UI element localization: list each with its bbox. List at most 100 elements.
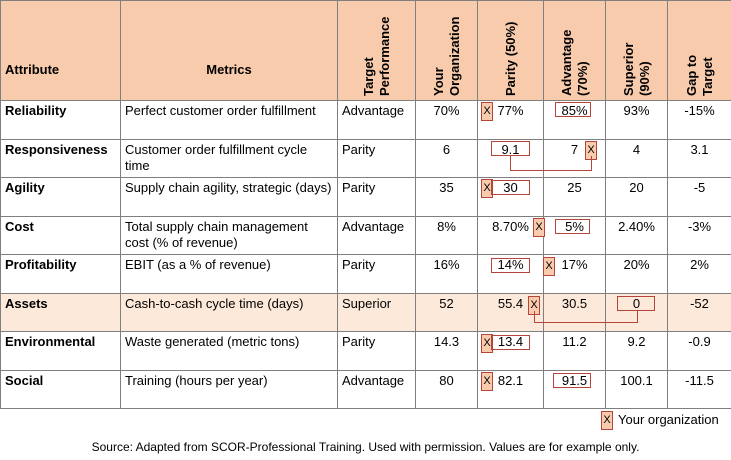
value-cell: 85% xyxy=(543,100,606,140)
header-row: Attribute Metrics Target Performance Your O… xyxy=(0,0,731,101)
your-org-marker: X xyxy=(481,372,493,391)
value-cell: 11.2 xyxy=(543,331,606,371)
target-box xyxy=(491,141,530,156)
target-box xyxy=(491,258,530,273)
column-header: Advantage (70%) xyxy=(558,29,590,96)
value-cell: 20% xyxy=(605,254,668,294)
attribute-cell: Reliability xyxy=(0,100,121,140)
table-row: Agility Supply chain agility, strategic (… xyxy=(0,177,731,217)
column-header: Parity (50%) xyxy=(502,21,518,96)
value-cell: 0 xyxy=(605,292,668,332)
column-header: Superior (90%) xyxy=(620,42,652,96)
metric-cell: Waste generated (metric tons) xyxy=(120,331,338,371)
target-box xyxy=(555,219,590,234)
benchmark-table: Attribute Metrics Target Performance Your O… xyxy=(0,0,731,409)
value-cell: Advantage xyxy=(337,369,416,409)
value-cell: 93% xyxy=(605,100,668,140)
value-cell: -15% xyxy=(667,100,731,140)
table-body: Reliability Perfect customer order fulfil… xyxy=(0,100,731,409)
value-cell: -0.9 xyxy=(667,331,731,371)
metric-cell: Training (hours per year) xyxy=(120,369,338,409)
column-header-cell: Target Performance xyxy=(337,0,416,101)
table-row: Responsiveness Customer order fulfillment… xyxy=(0,138,731,178)
value-cell: 16% xyxy=(415,254,478,294)
table-row: Profitability EBIT (as a % of revenue) Par… xyxy=(0,254,731,294)
legend-marker: X xyxy=(601,411,613,430)
column-header: Your Organization xyxy=(430,16,462,96)
value-cell: Parity xyxy=(337,331,416,371)
value-cell: Superior xyxy=(337,292,416,332)
source-note: Source: Adapted from SCOR-Professional T… xyxy=(91,440,640,454)
value-cell: 20 xyxy=(605,177,668,217)
value-cell: Advantage xyxy=(337,100,416,140)
value-cell: 8% xyxy=(415,215,478,255)
connector xyxy=(510,156,592,171)
value-cell: Advantage xyxy=(337,215,416,255)
value-cell: Parity xyxy=(337,254,416,294)
value-cell: 80 xyxy=(415,369,478,409)
value-cell: 3.1 xyxy=(667,138,731,178)
table-row: Cost Total supply chain management cost (… xyxy=(0,215,731,255)
column-header-cell: Advantage (70%) xyxy=(543,0,606,101)
attribute-cell: Social xyxy=(0,369,121,409)
value-cell: 9.2 xyxy=(605,331,668,371)
target-box xyxy=(617,296,655,311)
column-header: Attribute xyxy=(0,0,121,101)
metric-cell: Perfect customer order fulfillment xyxy=(120,100,338,140)
value-cell: -11.5 xyxy=(667,369,731,409)
column-header: Metrics xyxy=(120,0,338,101)
metric-cell: EBIT (as a % of revenue) xyxy=(120,254,338,294)
value-cell: 52 xyxy=(415,292,478,332)
your-org-marker: X xyxy=(533,218,545,237)
your-org-marker: X xyxy=(481,102,493,121)
value-cell: 25 xyxy=(543,177,606,217)
column-header-cell: Gap to Target xyxy=(667,0,731,101)
table-row: Social Training (hours per year) Advantage… xyxy=(0,369,731,409)
column-header: Gap to Target xyxy=(683,54,715,96)
target-box xyxy=(491,180,530,195)
attribute-cell: Responsiveness xyxy=(0,138,121,178)
your-org-marker: X xyxy=(543,257,555,276)
column-header: Target Performance xyxy=(360,16,392,96)
value-cell: 4 xyxy=(605,138,668,178)
value-cell: -5 xyxy=(667,177,731,217)
value-cell: 5% xyxy=(543,215,606,255)
metric-cell: Supply chain agility, strategic (days) xyxy=(120,177,338,217)
column-header-cell: Parity (50%) xyxy=(477,0,544,101)
value-cell: 8.70% xyxy=(477,215,544,255)
column-header-cell: Your Organization xyxy=(415,0,478,101)
value-cell: 70% xyxy=(415,100,478,140)
attribute-cell: Environmental xyxy=(0,331,121,371)
attribute-cell: Profitability xyxy=(0,254,121,294)
your-org-marker: X xyxy=(481,179,493,198)
table-row: Environmental Waste generated (metric ton… xyxy=(0,331,731,371)
target-box xyxy=(491,335,530,350)
value-cell: -52 xyxy=(667,292,731,332)
value-cell: Parity xyxy=(337,138,416,178)
your-org-marker: X xyxy=(481,334,493,353)
target-box xyxy=(553,373,591,388)
attribute-cell: Assets xyxy=(0,292,121,332)
value-cell: 14.3 xyxy=(415,331,478,371)
value-cell: 2.40% xyxy=(605,215,668,255)
attribute-cell: Cost xyxy=(0,215,121,255)
connector xyxy=(534,311,638,323)
metric-cell: Total supply chain management cost (% of… xyxy=(120,215,338,255)
legend-label: Your organization xyxy=(618,412,719,427)
value-cell: -3% xyxy=(667,215,731,255)
value-cell: 6 xyxy=(415,138,478,178)
metric-cell: Customer order fulfillment cycle time xyxy=(120,138,338,178)
value-cell: 2% xyxy=(667,254,731,294)
column-header-cell: Superior (90%) xyxy=(605,0,668,101)
value-cell: 100.1 xyxy=(605,369,668,409)
table-row: Reliability Perfect customer order fulfil… xyxy=(0,100,731,140)
target-box xyxy=(555,102,591,117)
value-cell: 35 xyxy=(415,177,478,217)
value-cell: 30.5 xyxy=(543,292,606,332)
attribute-cell: Agility xyxy=(0,177,121,217)
value-cell: Parity xyxy=(337,177,416,217)
value-cell: 14% xyxy=(477,254,544,294)
metric-cell: Cash-to-cash cycle time (days) xyxy=(120,292,338,332)
